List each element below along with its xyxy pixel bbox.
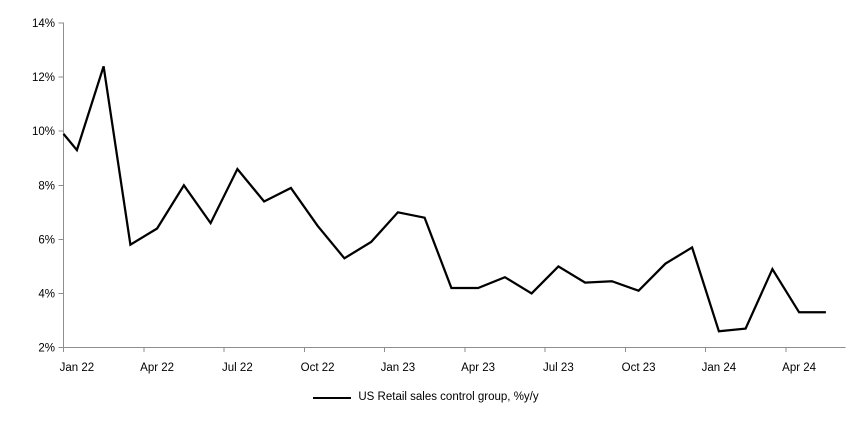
y-axis-label: 6%	[38, 234, 55, 246]
y-axis-label: 12%	[32, 72, 55, 84]
x-axis-label: Jul 22	[222, 362, 253, 374]
x-axis-label: Jan 22	[60, 362, 95, 374]
x-axis-label: Jul 23	[543, 362, 574, 374]
x-axis-label: Apr 23	[461, 362, 495, 374]
legend-series-label: US Retail sales control group, %y/y	[358, 391, 539, 403]
x-axis-label: Jan 23	[381, 362, 416, 374]
retail-sales-series-line	[62, 65, 826, 333]
y-axis-label: 14%	[32, 18, 55, 30]
legend-line-icon	[313, 396, 352, 399]
y-axis-label: 4%	[38, 288, 55, 300]
y-axis-label: 8%	[38, 180, 55, 192]
x-axis-label: Apr 24	[782, 362, 816, 374]
x-axis-label: Oct 22	[301, 362, 335, 374]
x-axis-label: Apr 22	[140, 362, 174, 374]
x-axis-label: Jan 24	[702, 362, 737, 374]
y-axis-label: 2%	[38, 343, 55, 355]
y-axis-label: 10%	[32, 126, 55, 138]
legend: US Retail sales control group, %y/y	[0, 390, 852, 405]
x-axis-label: Oct 23	[622, 362, 656, 374]
